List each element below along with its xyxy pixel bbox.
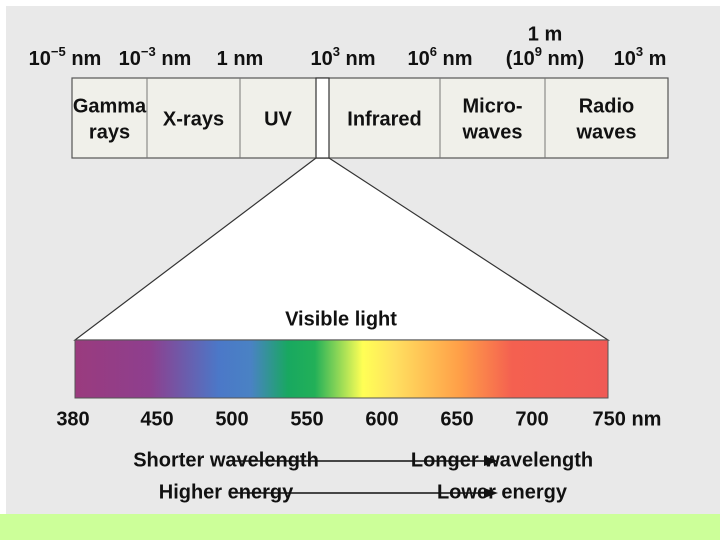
- band-label: Radio: [579, 95, 635, 117]
- visible-title: Visible light: [285, 308, 397, 330]
- scale-base: 10: [119, 48, 141, 70]
- scale-label: 106 nm: [407, 44, 472, 70]
- scale-exp: 6: [430, 44, 437, 59]
- visible-band: [315, 77, 330, 159]
- visible-tick-label: 700: [515, 408, 548, 430]
- scale-text: 1 nm: [217, 48, 264, 70]
- scale-label: 10−3 nm: [119, 44, 192, 70]
- scale-unit: m: [649, 48, 667, 70]
- arrow-right-label: Lower energy: [437, 481, 568, 503]
- arrow-left-label: Higher energy: [159, 481, 294, 503]
- scale-exp: −3: [141, 44, 156, 59]
- scale-unit: nm: [443, 48, 473, 70]
- scale-label-top: 1 m: [528, 23, 562, 45]
- arrow-right-label: Longer wavelength: [411, 449, 593, 471]
- band-label: waves: [575, 121, 636, 143]
- bottom-strip: [0, 514, 720, 540]
- scale-unit: nm: [346, 48, 376, 70]
- scale-unit: nm: [71, 48, 101, 70]
- band-label: waves: [461, 121, 522, 143]
- band-label: X-rays: [163, 108, 224, 130]
- visible-tick-label: 750 nm: [593, 408, 662, 430]
- scale-label: 103 m: [614, 44, 667, 70]
- band-label: rays: [89, 121, 130, 143]
- visible-spectrum: [74, 339, 609, 399]
- scale-exp: 3: [333, 44, 340, 59]
- scale-unit: nm): [548, 48, 585, 70]
- arrow-head: [484, 488, 498, 498]
- scale-exp: 9: [535, 44, 542, 59]
- scale-base: 10: [29, 48, 51, 70]
- arrow-head: [484, 456, 498, 466]
- scale-base: 10: [614, 48, 636, 70]
- visible-tick-label: 380: [56, 408, 89, 430]
- arrow-left-label: Shorter wavelength: [133, 449, 319, 471]
- scale-base: 10: [407, 48, 429, 70]
- scale-exp: −5: [51, 44, 66, 59]
- band-label: Micro-: [463, 95, 523, 117]
- scale-prefix: (: [506, 48, 513, 70]
- band-label: Gamma: [73, 95, 147, 117]
- band-label: UV: [264, 108, 292, 130]
- scale-exp: 3: [636, 44, 643, 59]
- visible-tick-label: 550: [290, 408, 323, 430]
- scale-label: 1 nm: [217, 48, 264, 70]
- visible-tick-label: 450: [140, 408, 173, 430]
- band-row: [71, 77, 669, 159]
- scale-label: 10−5 nm: [29, 44, 102, 70]
- band-label: Infrared: [347, 108, 421, 130]
- visible-tick-label: 500: [215, 408, 248, 430]
- scale-base: 10: [512, 48, 534, 70]
- scale-label: 103 nm: [310, 44, 375, 70]
- scale-label: (109 nm): [506, 44, 584, 70]
- scale-unit: nm: [161, 48, 191, 70]
- scale-base: 10: [310, 48, 332, 70]
- visible-tick-label: 600: [365, 408, 398, 430]
- visible-tick-label: 650: [440, 408, 473, 430]
